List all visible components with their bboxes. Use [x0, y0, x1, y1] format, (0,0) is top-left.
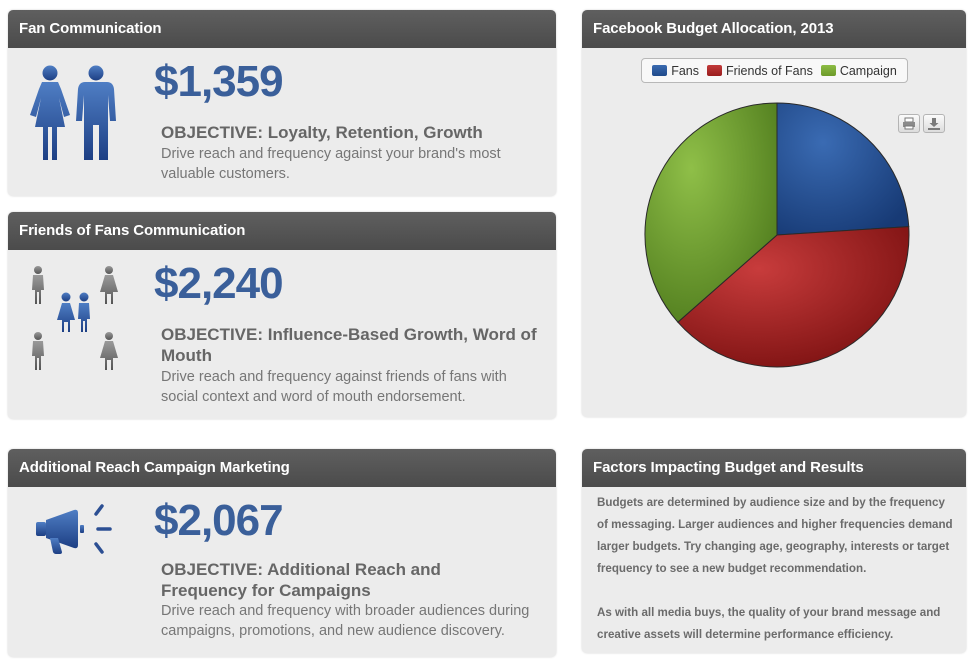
people-icon: [30, 65, 116, 160]
legend-swatch: [706, 65, 722, 76]
legend-item-campaign[interactable]: Campaign: [820, 63, 897, 78]
legend-swatch: [652, 65, 668, 76]
printer-icon: [903, 117, 915, 130]
pie-slice-fans[interactable]: [776, 102, 910, 236]
friends-objective: OBJECTIVE: Influence-Based Growth, Word …: [161, 325, 537, 365]
factors-text: Budgets are determined by audience size …: [597, 492, 957, 646]
campaign-budget-amount: $2,067: [154, 496, 284, 545]
factors-paragraph-1: Budgets are determined by audience size …: [597, 496, 953, 575]
campaign-marketing-panel: Additional Reach Campaign Marketing $2,0…: [8, 449, 556, 657]
panel-title: Fan Communication: [8, 10, 556, 48]
fan-communication-panel: Fan Communication $1,359 OBJECTIVE: Loya…: [8, 10, 556, 196]
panel-title: Factors Impacting Budget and Results: [582, 449, 966, 487]
pie-slice-campaign[interactable]: [644, 102, 778, 323]
fan-objective: OBJECTIVE: Loyalty, Retention, Growth: [161, 123, 483, 142]
fan-description: Drive reach and frequency against your b…: [161, 146, 501, 182]
pie-chart: [644, 102, 910, 368]
fan-budget-amount: $1,359: [154, 57, 284, 106]
legend-label: Campaign: [839, 63, 897, 78]
print-button[interactable]: [898, 114, 920, 133]
factors-paragraph-2: As with all media buys, the quality of y…: [597, 606, 941, 641]
megaphone-icon: [36, 504, 112, 554]
friends-budget-amount: $2,240: [154, 259, 284, 308]
pie-slice-friends-of-fans[interactable]: [677, 226, 910, 368]
legend-swatch: [820, 65, 836, 76]
factors-panel: Factors Impacting Budget and Results Bud…: [582, 449, 966, 653]
legend-item-fans[interactable]: Fans: [652, 64, 699, 78]
friends-of-fans-panel: Friends of Fans Communication $2,240 OBJ…: [8, 212, 556, 419]
legend-item-friends-of-fans[interactable]: Friends of Fans: [706, 63, 813, 78]
panel-title: Friends of Fans Communication: [8, 212, 556, 250]
friends-description: Drive reach and frequency against friend…: [161, 369, 507, 405]
campaign-objective: OBJECTIVE: Additional Reach and Frequenc…: [161, 560, 441, 600]
download-icon: [928, 118, 940, 130]
download-button[interactable]: [923, 114, 945, 133]
chart-title: Facebook Budget Allocation, 2013: [582, 10, 966, 48]
legend-label: Friends of Fans: [725, 63, 813, 78]
panel-title: Additional Reach Campaign Marketing: [8, 449, 556, 487]
budget-allocation-panel: Facebook Budget Allocation, 2013 Fans Fr…: [582, 10, 966, 417]
network-people-icon: [32, 266, 118, 370]
chart-legend: Fans Friends of Fans Campaign: [641, 58, 908, 83]
campaign-description: Drive reach and frequency with broader a…: [161, 603, 530, 639]
legend-label: Fans: [671, 63, 699, 78]
